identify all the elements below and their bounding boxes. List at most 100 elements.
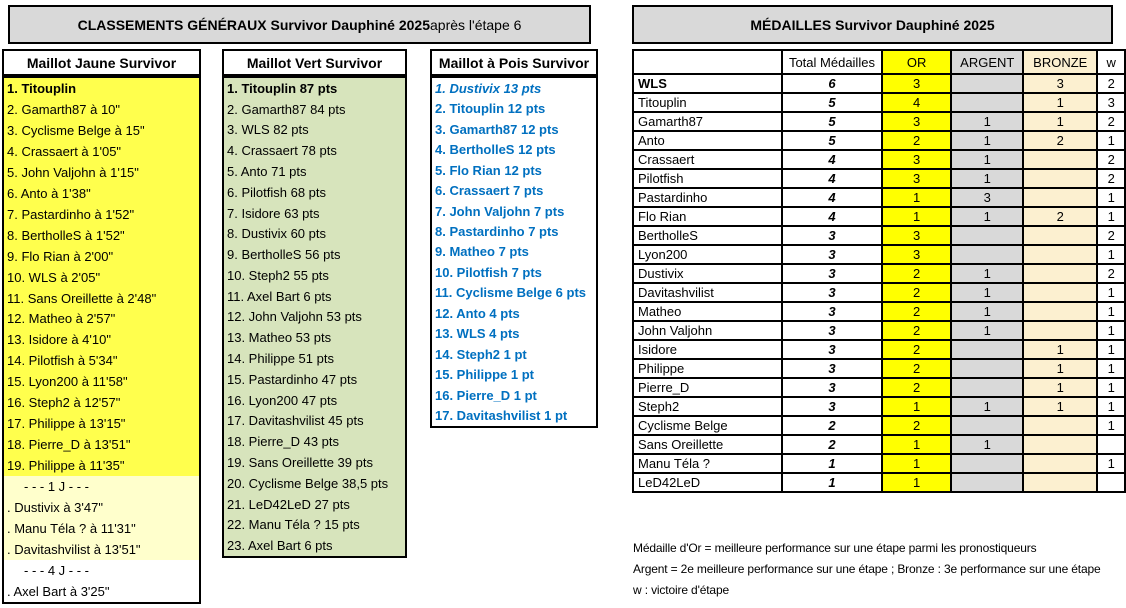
medals-cell-argent — [950, 225, 1025, 246]
medals-cell-total: 1 — [781, 453, 883, 474]
ranking-item: 1. Titouplin — [4, 78, 199, 99]
medals-cell-argent: 1 — [950, 282, 1025, 303]
classements-title-tail: après l'étape 6 — [430, 16, 522, 33]
medals-cell-total: 4 — [781, 187, 883, 208]
medals-cell-argent: 1 — [950, 320, 1025, 341]
medals-cell-argent — [950, 415, 1025, 436]
medals-row: Pierre_D 3 2 1 1 — [631, 377, 1126, 398]
medals-cell-total: 3 — [781, 244, 883, 265]
medals-cell-name: John Valjohn — [631, 320, 784, 341]
medals-cell-w: 2 — [1096, 149, 1126, 170]
medals-row: Anto 5 2 1 2 1 — [631, 130, 1126, 151]
medals-cell-bronze — [1022, 415, 1099, 436]
medals-cell-total: 5 — [781, 111, 883, 132]
ranking-item: 14. Pilotfish à 5'34" — [4, 350, 199, 372]
medals-row: BertholleS 3 3 2 — [631, 225, 1126, 246]
medals-cell-w: 1 — [1096, 377, 1126, 398]
ranking-item: . Davitashvilist à 13'51" — [4, 538, 199, 560]
medals-cell-total: 5 — [781, 92, 883, 113]
ranking-item: 9. Matheo 7 pts — [435, 244, 529, 260]
medals-cell-total: 3 — [781, 320, 883, 341]
medals-cell-total: 2 — [781, 415, 883, 436]
ranking-item: 11. Sans Oreillette à 2'48" — [4, 287, 199, 309]
medals-cell-bronze: 1 — [1022, 339, 1099, 360]
medals-cell-name: Davitashvilist — [631, 282, 784, 303]
ranking-item: 12. Matheo à 2'57" — [4, 308, 199, 330]
medals-cell-w: 3 — [1096, 92, 1126, 113]
medals-cell-w: 1 — [1096, 187, 1126, 208]
medals-cell-w: 1 — [1096, 339, 1126, 360]
medals-col-header: Total Médailles — [781, 49, 883, 75]
medals-cell-name: Cyclisme Belge — [631, 415, 784, 436]
list-vert: 1. Titouplin 87 pts 2. Gamarth87 84 pts 3.… — [222, 76, 407, 558]
medals-cell-name: Matheo — [631, 301, 784, 322]
medals-cell-bronze — [1022, 244, 1099, 265]
medals-cell-or: 1 — [880, 187, 953, 208]
medals-cell-w: 2 — [1096, 225, 1126, 246]
medals-cell-bronze — [1022, 168, 1099, 189]
medals-cell-total: 3 — [781, 263, 883, 284]
ranking-item: 15. Philippe 1 pt — [435, 367, 534, 383]
ranking-item: 12. John Valjohn 53 pts — [224, 306, 405, 328]
ranking-item: 13. Matheo 53 pts — [224, 327, 405, 349]
medals-col-header: OR — [880, 49, 953, 75]
medals-cell-name: Isidore — [631, 339, 784, 360]
medals-cell-w: 1 — [1096, 358, 1126, 379]
medals-cell-or: 3 — [880, 149, 953, 170]
medals-cell-or: 2 — [880, 130, 953, 151]
medals-cell-bronze — [1022, 187, 1099, 208]
ranking-item: 3. Gamarth87 12 pts — [435, 121, 559, 137]
medals-cell-w: 2 — [1096, 263, 1126, 284]
separator-row: - - - 4 J - - - — [4, 559, 199, 581]
medals-cell-total: 3 — [781, 301, 883, 322]
medals-row: Pilotfish 4 3 1 2 — [631, 168, 1126, 189]
medals-cell-bronze: 1 — [1022, 111, 1099, 132]
medals-row: Flo Rian 4 1 1 2 1 — [631, 206, 1126, 227]
ranking-item: . Dustivix à 3'47" — [4, 497, 199, 519]
ranking-item: 5. John Valjohn à 1'15" — [4, 161, 199, 183]
medals-cell-or: 2 — [880, 282, 953, 303]
medals-row: Pastardinho 4 1 3 1 — [631, 187, 1126, 208]
maillot-jaune-header: Maillot Jaune Survivor — [2, 49, 201, 76]
classements-title-strong: CLASSEMENTS GÉNÉRAUX Survivor Dauphiné 2… — [77, 16, 430, 33]
medals-cell-argent: 1 — [950, 396, 1025, 417]
medals-cell-total: 3 — [781, 358, 883, 379]
ranking-item: 3. WLS 82 pts — [224, 119, 405, 141]
medals-cell-argent — [950, 358, 1025, 379]
medals-row: Crassaert 4 3 1 2 — [631, 149, 1126, 170]
medals-cell-name: Anto — [631, 130, 784, 151]
medals-cell-argent: 1 — [950, 263, 1025, 284]
medals-cell-or: 3 — [880, 244, 953, 265]
ranking-item: 6. Anto à 1'38" — [4, 182, 199, 204]
ranking-item: 8. Pastardinho 7 pts — [435, 224, 559, 240]
medals-cell-or: 2 — [880, 358, 953, 379]
medals-cell-or: 3 — [880, 225, 953, 246]
ranking-item: 15. Lyon200 à 11'58" — [4, 371, 199, 393]
note-line: Argent = 2e meilleure performance sur un… — [633, 562, 1101, 576]
medals-table: Total Médailles OR ARGENT BRONZE w WLS 6 3 3 2 Ti… — [631, 49, 1126, 493]
medals-col-header: BRONZE — [1022, 49, 1099, 75]
ranking-item: 20. Cyclisme Belge 38,5 pts — [224, 472, 405, 494]
medals-cell-bronze: 1 — [1022, 92, 1099, 113]
medals-cell-name: Flo Rian — [631, 206, 784, 227]
medals-cell-total: 2 — [781, 434, 883, 455]
medals-cell-total: 3 — [781, 339, 883, 360]
medals-col-header: ARGENT — [950, 49, 1025, 75]
ranking-item: 21. LeD42LeD 27 pts — [224, 493, 405, 515]
medals-cell-argent — [950, 472, 1025, 493]
medals-tbody: WLS 6 3 3 2 Titouplin 5 4 1 3 Gamarth87 5 3 1 1 2 Anto 5 2… — [631, 73, 1126, 493]
medals-cell-argent — [950, 73, 1025, 94]
note-line: w : victoire d'étape — [633, 583, 730, 597]
ranking-item: 1. Titouplin 87 pts — [224, 78, 405, 99]
medals-cell-name: Pastardinho — [631, 187, 784, 208]
medals-cell-w — [1096, 472, 1126, 493]
medals-cell-bronze — [1022, 263, 1099, 284]
medals-cell-name: Pierre_D — [631, 377, 784, 398]
medals-cell-bronze: 1 — [1022, 396, 1099, 417]
medals-cell-w: 1 — [1096, 244, 1126, 265]
ranking-item: 4. BertholleS 12 pts — [435, 142, 556, 158]
medals-cell-argent — [950, 377, 1025, 398]
ranking-item: 18. Pierre_D 43 pts — [224, 431, 405, 453]
medals-cell-or: 2 — [880, 377, 953, 398]
